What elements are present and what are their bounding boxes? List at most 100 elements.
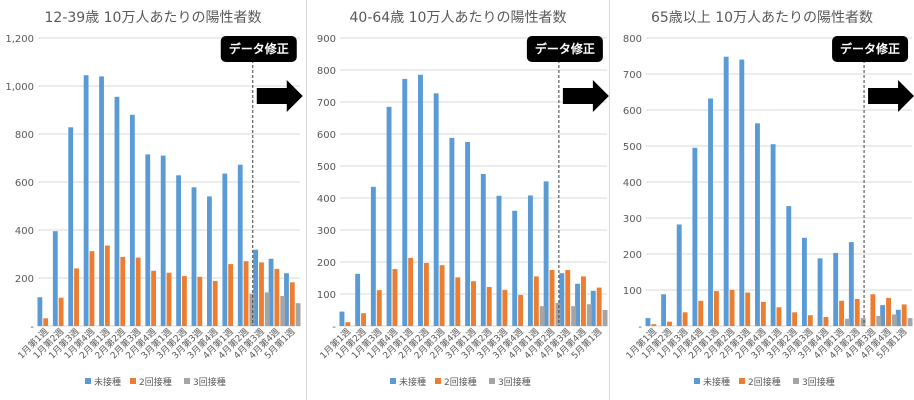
y-tick-label: 300 — [317, 226, 336, 237]
bar-dose2 — [651, 324, 657, 326]
bar-dose2 — [259, 262, 264, 326]
bar-dose3 — [539, 306, 545, 326]
legend-label: 未接種 — [399, 376, 426, 388]
bar-dose2 — [104, 245, 110, 326]
bar-dose2 — [596, 287, 602, 326]
legend-label: 未接種 — [703, 376, 730, 388]
bar-dose2 — [120, 256, 126, 326]
bar-unvaccinated — [418, 74, 423, 326]
y-tick-label: 700 — [623, 70, 642, 81]
bar-dose2 — [886, 297, 891, 326]
annotation-badge — [526, 36, 603, 62]
bar-unvaccinated — [465, 142, 471, 326]
bar-dose3 — [845, 318, 850, 326]
y-tick-label: 700 — [317, 98, 336, 109]
bar-dose2 — [760, 301, 766, 326]
bar-unvaccinated — [433, 93, 439, 326]
bar-dose2 — [376, 290, 382, 326]
bar-unvaccinated — [386, 106, 392, 326]
bar-unvaccinated — [268, 258, 274, 326]
bar-unvaccinated — [129, 114, 135, 326]
bar-dose2 — [471, 281, 476, 326]
bar-dose2 — [729, 290, 735, 326]
chart-panel: 40-64歳 10万人あたりの陽性者数 - 100 200 300 400 500 600 70… — [317, 10, 609, 388]
annotation-text: データ修正 — [840, 41, 900, 56]
bar-unvaccinated — [543, 181, 549, 326]
bar-dose2 — [502, 289, 508, 326]
bar-dose2 — [667, 321, 672, 326]
bar-dose2 — [274, 268, 280, 326]
bar-unvaccinated — [708, 98, 713, 326]
annotation-text: データ修正 — [535, 41, 595, 56]
y-tick-label: 600 — [317, 130, 336, 141]
y-tick-label: 100 — [317, 290, 336, 301]
bar-unvaccinated — [817, 258, 823, 326]
y-tick-label: 400 — [317, 194, 336, 205]
bar-unvaccinated — [661, 294, 667, 326]
legend-swatch — [489, 378, 495, 384]
bar-dose2 — [698, 300, 704, 326]
bar-dose2 — [228, 264, 234, 326]
bar-unvaccinated — [833, 252, 839, 326]
legend-label: 2回接種 — [139, 376, 172, 388]
bar-dose3 — [891, 314, 897, 326]
bar-unvaccinated — [160, 155, 166, 326]
bar-dose2 — [408, 257, 414, 326]
bar-unvaccinated — [575, 283, 580, 326]
bar-dose3 — [249, 293, 255, 326]
bar-dose3 — [280, 296, 286, 326]
y-tick-label: - — [30, 322, 34, 333]
bar-dose2 — [439, 265, 445, 326]
legend-label: 3回接種 — [802, 376, 835, 388]
bar-dose2 — [839, 300, 845, 326]
bar-dose2 — [565, 270, 571, 326]
bar-dose2 — [166, 272, 172, 326]
bar-unvaccinated — [895, 309, 901, 326]
bar-dose2 — [89, 251, 95, 326]
bar-unvaccinated — [355, 273, 361, 326]
legend-swatch — [85, 378, 91, 384]
y-tick-label: - — [638, 322, 642, 333]
bar-dose2 — [43, 318, 49, 326]
y-tick-label: 800 — [623, 34, 642, 45]
y-tick-label: - — [332, 322, 336, 333]
bar-dose2 — [74, 268, 79, 326]
y-tick-label: 600 — [15, 178, 34, 189]
bar-unvaccinated — [848, 242, 854, 326]
bar-unvaccinated — [755, 123, 760, 326]
bar-dose2 — [243, 261, 249, 326]
bar-unvaccinated — [191, 187, 197, 326]
y-tick-label: 400 — [15, 226, 34, 237]
bar-dose2 — [289, 282, 295, 326]
bar-dose2 — [518, 294, 524, 326]
legend-label: 2回接種 — [748, 376, 781, 388]
bar-unvaccinated — [880, 305, 886, 326]
bar-dose3 — [555, 302, 561, 326]
chart-title: 65歳以上 10万人あたりの陽性者数 — [651, 10, 873, 26]
right-arrow-icon — [868, 80, 914, 112]
right-arrow-icon — [562, 80, 609, 112]
bar-dose2 — [361, 313, 367, 326]
bar-unvaccinated — [222, 173, 228, 326]
bar-dose2 — [197, 276, 203, 326]
bar-unvaccinated — [645, 318, 651, 326]
bar-unvaccinated — [512, 210, 518, 326]
bar-unvaccinated — [692, 147, 698, 326]
legend-swatch — [435, 378, 441, 384]
legend-label: 3回接種 — [193, 376, 226, 388]
bar-dose2 — [455, 277, 461, 326]
legend-swatch — [130, 378, 136, 384]
legend-swatch — [694, 378, 700, 384]
bar-dose2 — [182, 276, 187, 326]
bar-dose2 — [807, 315, 813, 326]
bar-unvaccinated — [37, 297, 43, 326]
bar-dose2 — [823, 317, 829, 326]
annotation-badge — [832, 36, 909, 62]
bar-unvaccinated — [99, 76, 104, 327]
bar-dose2 — [212, 280, 218, 326]
annotation-badge — [220, 36, 297, 62]
bar-dose2 — [745, 292, 751, 326]
chart-title: 12-39歳 10万人あたりの陽性者数 — [45, 10, 262, 26]
panel-divider — [306, 0, 307, 400]
bar-dose3 — [586, 304, 592, 326]
